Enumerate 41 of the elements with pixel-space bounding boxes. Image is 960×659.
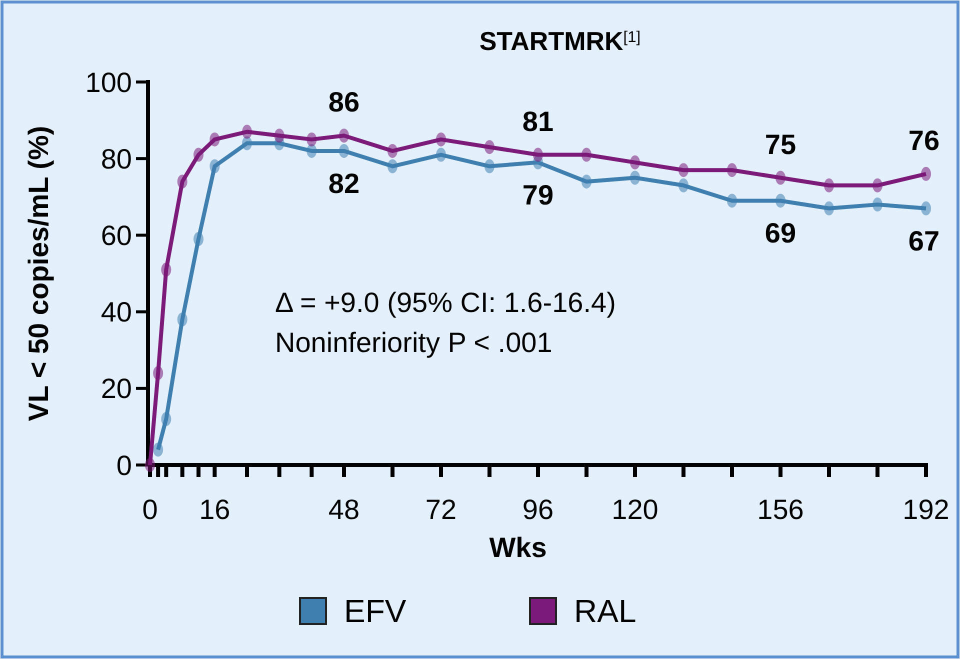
data-label: 75 <box>764 128 796 160</box>
point <box>153 442 164 457</box>
point <box>177 312 188 326</box>
data-label: 67 <box>908 225 940 256</box>
y-tick-label: 0 <box>116 450 132 481</box>
data-label: 79 <box>522 179 554 210</box>
point <box>145 458 155 472</box>
legend-label: EFV <box>344 593 407 629</box>
x-tick-label: 96 <box>522 494 554 525</box>
x-tick-label: 72 <box>425 494 457 525</box>
point <box>306 144 317 158</box>
y-tick-label: 40 <box>100 296 132 328</box>
data-label: 69 <box>764 218 796 249</box>
data-label: 86 <box>328 86 360 118</box>
y-axis-title: VL < 50 copies/mL (%) <box>23 126 54 422</box>
y-tick-label: 100 <box>85 66 132 98</box>
annotation: Noninferiority P < .001 <box>275 327 552 358</box>
chart-title: STARTMRK$^{[1]}$ <box>479 26 641 56</box>
point <box>161 262 172 277</box>
point <box>210 159 220 174</box>
x-tick-label: 192 <box>902 494 950 525</box>
x-axis-title: Wks <box>489 532 547 563</box>
y-tick-label: 80 <box>100 143 132 174</box>
point <box>161 412 172 426</box>
legend-label: RAL <box>574 593 636 629</box>
x-tick-label: 120 <box>612 494 658 525</box>
data-label: 76 <box>908 124 940 156</box>
point <box>177 174 188 189</box>
data-label: 81 <box>522 106 554 137</box>
x-tick-label: 156 <box>757 494 804 525</box>
annotation: Δ = +9.0 (95% CI: 1.6-16.4) <box>275 287 616 318</box>
point <box>306 132 317 146</box>
point <box>274 128 284 143</box>
point <box>210 132 220 146</box>
point <box>153 366 164 380</box>
x-tick-label: 48 <box>328 494 360 525</box>
y-tick-label: 20 <box>100 373 132 404</box>
data-label: 82 <box>328 168 360 199</box>
x-tick-label: 16 <box>199 494 230 525</box>
x-tick-label: 0 <box>142 494 158 525</box>
y-tick-label: 60 <box>100 220 132 251</box>
